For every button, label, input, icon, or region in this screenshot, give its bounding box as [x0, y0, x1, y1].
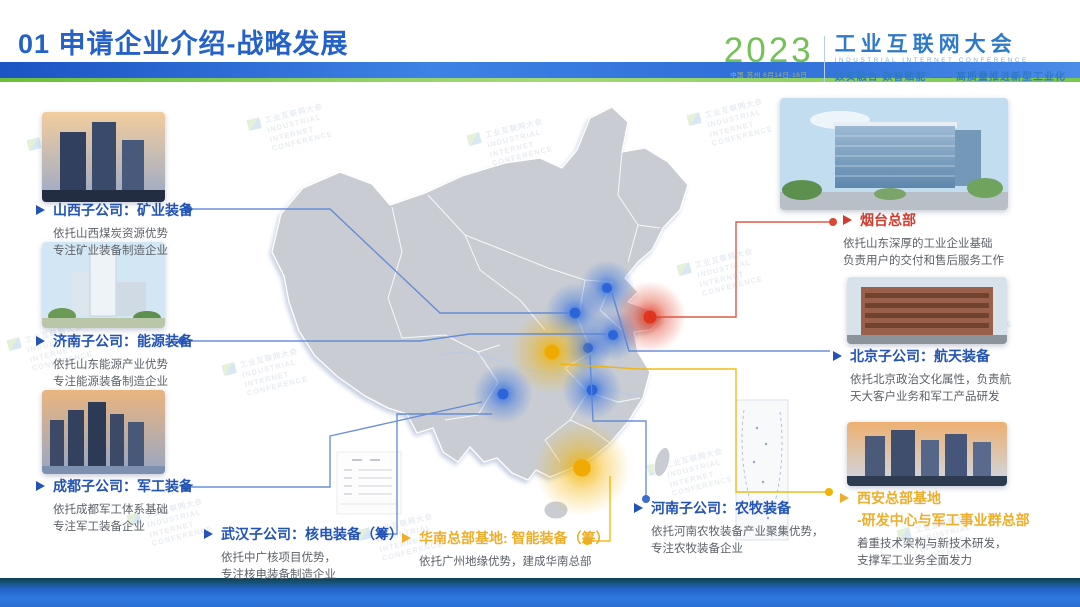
label-desc: 依托中广核项目优势， 专注核电装备制造企业 — [221, 552, 336, 582]
chengdu-building-photo — [42, 390, 165, 474]
logo-title-block: 工业互联网大会 INDUSTRIAL INTERNET CONFERENCE 数… — [835, 34, 1066, 83]
triangle-icon — [204, 529, 213, 539]
triangle-icon — [634, 503, 643, 513]
label-desc: 依托山东能源产业优势 专注能源装备制造企业 — [53, 359, 168, 389]
logo-year-block: 2023 中国·苏州 6月14日-16日 — [723, 31, 814, 80]
city-markers — [473, 260, 686, 516]
map-legend — [336, 451, 402, 515]
label-shanxi: 山西子公司：矿业装备 依托山西煤炭资源优势 专注矿业装备制造企业 — [36, 200, 193, 261]
label-desc: 依托河南农牧装备产业聚集优势， 专注农牧装备企业 — [651, 526, 824, 556]
marker-core-西安 — [544, 344, 560, 360]
label-jinan: 济南子公司：能源装备 依托山东能源产业优势 专注能源装备制造企业 — [36, 331, 193, 392]
label-chengdu: 成都子公司：军工装备 依托成都军工体系基础 专注军工装备企业 — [36, 476, 193, 537]
label-desc: 着重技术架构与新技术研发， 支撑军工业务全面发力 — [857, 538, 1007, 568]
conference-logo: 2023 中国·苏州 6月14日-16日 工业互联网大会 INDUSTRIAL … — [723, 31, 1066, 83]
triangle-icon — [36, 205, 45, 215]
taiwan-island — [653, 446, 671, 478]
label-desc: 依托北京政治文化属性，负责航 天大客户业务和军工产品研发 — [850, 374, 1011, 404]
label-title: 河南子公司：农牧装备 — [651, 500, 791, 516]
logo-divider — [823, 36, 825, 82]
beijing-building-photo — [847, 277, 1007, 344]
triangle-icon — [840, 493, 849, 503]
shanxi-building-photo — [42, 112, 165, 202]
logo-year: 2023 — [723, 31, 814, 70]
label-title: 山西子公司：矿业装备 — [53, 202, 193, 218]
marker-core-北京 — [601, 282, 613, 294]
header-blue-bar — [0, 62, 1080, 78]
xian-building-photo — [847, 422, 1007, 486]
marker-core-成都 — [497, 388, 509, 400]
triangle-icon — [833, 351, 842, 361]
yantai-building-photo — [780, 98, 1008, 210]
label-wuhan: 武汉子公司：核电装备（筹） 依托中广核项目优势， 专注核电装备制造企业 — [204, 524, 403, 585]
marker-core-济南 — [608, 330, 618, 340]
triangle-icon — [402, 533, 411, 543]
label-desc: 依托成都军工体系基础 专注军工装备企业 — [53, 504, 168, 534]
south-china-sea-inset — [735, 399, 789, 541]
triangle-icon — [36, 336, 45, 346]
label-yantai: 烟台总部 依托山东深厚的工业企业基础 负责用户的交付和售后服务工作 — [843, 210, 1004, 271]
label-huanan: 华南总部基地: 智能装备（筹） 依托广州地缘优势，建成华南总部 — [402, 528, 610, 571]
logo-venue: 中国·苏州 6月14日-16日 — [730, 72, 808, 80]
label-desc: 依托山西煤炭资源优势 专注矿业装备制造企业 — [53, 228, 168, 258]
marker-core-烟台 — [643, 310, 657, 324]
label-desc: 依托山东深厚的工业企业基础 负责用户的交付和售后服务工作 — [843, 238, 1004, 268]
label-xian: 西安总部基地 -研发中心与军工事业群总部 着重技术架构与新技术研发， 支撑军工业务… — [840, 488, 1030, 571]
logo-title-cn: 工业互联网大会 — [834, 33, 1017, 56]
logo-title-en: INDUSTRIAL INTERNET CONFERENCE — [834, 57, 1029, 64]
label-title: 烟台总部 — [860, 212, 916, 228]
connector-bullets — [178, 205, 837, 545]
label-title: 北京子公司：航天装备 — [850, 348, 990, 364]
label-beijing: 北京子公司：航天装备 依托北京政治文化属性，负责航 天大客户业务和军工产品研发 — [833, 346, 1011, 407]
label-henan: 河南子公司：农牧装备 依托河南农牧装备产业聚集优势， 专注农牧装备企业 — [634, 498, 824, 559]
page-title: 01 申请企业介绍-战略发展 — [18, 29, 349, 59]
label-title: 武汉子公司：核电装备（筹） — [221, 526, 403, 542]
label-title: 济南子公司：能源装备 — [53, 333, 193, 349]
bottom-decorative-band — [0, 578, 1080, 607]
label-desc: 依托广州地缘优势，建成华南总部 — [419, 556, 592, 568]
connector-lines — [182, 208, 831, 542]
label-title-line2: -研发中心与军工事业群总部 — [857, 512, 1030, 528]
logo-slogan: 数实融合 数智赋能 —— 高质量推进新型工业化 — [834, 72, 1066, 83]
triangle-icon — [36, 481, 45, 491]
label-title: 华南总部基地: 智能装备（筹） — [419, 530, 610, 546]
triangle-icon — [843, 215, 852, 225]
label-title: 成都子公司：军工装备 — [53, 478, 193, 494]
jinan-building-photo — [42, 242, 165, 328]
header-green-line — [0, 78, 1080, 82]
marker-core-广州 — [573, 459, 591, 477]
label-title: 西安总部基地 — [857, 490, 941, 506]
